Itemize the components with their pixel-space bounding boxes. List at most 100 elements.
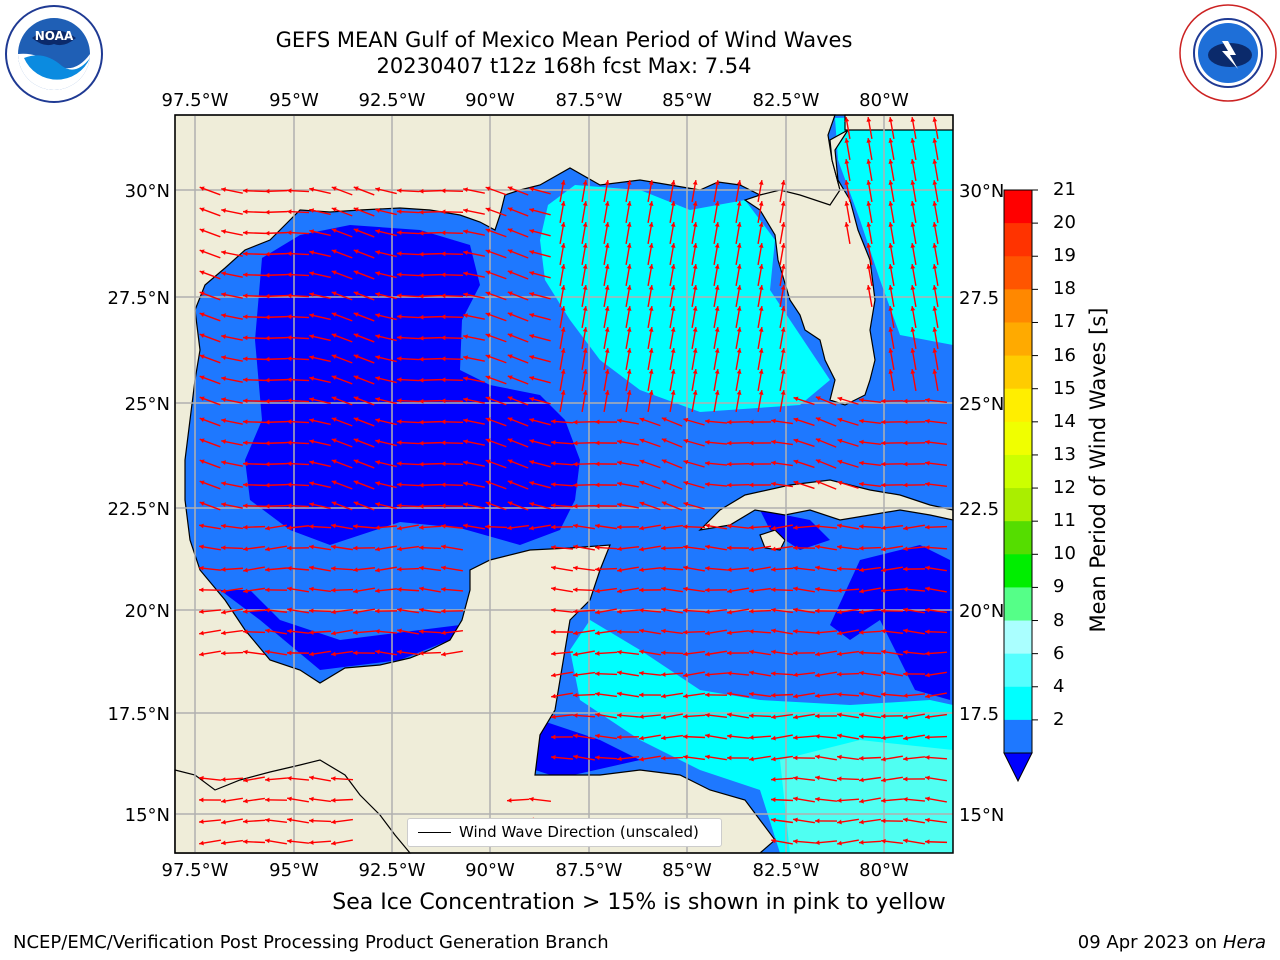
wave-arrow-head — [199, 207, 205, 212]
wave-arrow-head — [661, 566, 666, 571]
wave-arrow-head — [771, 460, 776, 466]
wave-arrow-head — [925, 839, 930, 845]
wave-arrow-head — [243, 209, 248, 215]
wave-arrow-head — [727, 588, 732, 594]
wave-arrow-head — [736, 264, 742, 269]
wave-arrow-head — [727, 419, 732, 425]
wave-arrow-head — [221, 481, 227, 487]
wave-arrow-head — [551, 693, 556, 699]
wave-arrow-head — [419, 503, 424, 509]
wave-arrow-head — [727, 733, 732, 739]
wave-arrow-head — [560, 264, 566, 269]
wave-arrow-head — [485, 291, 491, 296]
wave-arrow-head — [661, 714, 666, 720]
wave-arrow-head — [705, 712, 710, 718]
wave-arrow-head — [604, 201, 610, 206]
wave-arrow-head — [749, 546, 754, 552]
wave-arrow-head — [859, 777, 864, 783]
lon-label-bottom: 90°W — [465, 860, 515, 881]
wave-arrow-head — [758, 243, 764, 248]
wave-arrow-head — [859, 755, 864, 761]
wave-arrow-head — [397, 230, 402, 236]
wave-arrow-head — [910, 306, 916, 311]
wave-arrow-head — [771, 607, 776, 613]
colorbar-tick-label: 9 — [1053, 576, 1065, 598]
wave-arrow-head — [582, 264, 588, 269]
wave-arrow-head — [507, 228, 513, 233]
wave-arrow-head — [648, 180, 654, 185]
wave-arrow-head — [903, 440, 908, 446]
wave-arrow-head — [705, 439, 710, 445]
wave-arrow-head — [265, 377, 270, 383]
wave-arrow-head — [199, 354, 205, 359]
wave-arrow-head — [419, 230, 424, 236]
wave-arrow-head — [529, 355, 535, 360]
wave-arrow-head — [485, 249, 491, 254]
wave-arrow-head — [463, 250, 468, 256]
wave-arrow-head — [661, 672, 666, 677]
wave-arrow-head — [397, 314, 402, 320]
wave-arrow-head — [287, 650, 292, 656]
wave-arrow-head — [837, 523, 842, 529]
wave-arrow-head — [925, 734, 930, 740]
lat-label-left: 15°N — [125, 805, 170, 826]
wave-arrow-head — [397, 461, 402, 467]
wave-arrow-head — [243, 230, 248, 236]
colorbar-tick-label: 13 — [1053, 443, 1076, 465]
wave-arrow-head — [221, 777, 226, 782]
wave-arrow-head — [309, 271, 315, 276]
wave-arrow-head — [199, 438, 205, 443]
wave-arrow-head — [375, 292, 381, 297]
wave-arrow-head — [221, 418, 227, 424]
wave-arrow-head — [573, 544, 578, 550]
wave-arrow-head — [397, 356, 402, 362]
wave-arrow-head — [560, 327, 566, 332]
wave-arrow-head — [441, 419, 446, 425]
wave-arrow-head — [331, 438, 337, 443]
wave-arrow-head — [243, 798, 248, 804]
wave-arrow-head — [243, 188, 248, 194]
wave-arrow-head — [749, 756, 754, 762]
wave-arrow-head — [463, 523, 468, 529]
wave-arrow-head — [793, 629, 798, 634]
wave-arrow-head — [780, 201, 786, 206]
wave-arrow-head — [309, 651, 314, 657]
wave-arrow-head — [243, 482, 248, 488]
wave-arrow-head — [910, 327, 916, 332]
lat-label-left: 20°N — [125, 601, 170, 622]
wave-arrow-head — [529, 187, 535, 192]
wave-arrow-head — [793, 525, 798, 530]
wave-arrow-head — [780, 180, 786, 185]
wave-arrow-head — [397, 525, 402, 531]
wave-arrow-head — [903, 735, 908, 741]
wave-arrow-head — [714, 306, 720, 311]
wave-arrow-head — [727, 523, 732, 529]
wave-arrow-head — [375, 608, 380, 614]
wave-arrow-head — [199, 609, 204, 614]
wave-arrow-head — [881, 692, 886, 697]
wave-arrow-head — [265, 251, 270, 257]
wave-arrow-head — [617, 734, 622, 740]
wave-arrow-head — [221, 355, 227, 361]
wave-arrow-head — [815, 438, 821, 443]
wave-arrow-head — [932, 327, 938, 332]
wave-arrow-head — [903, 628, 908, 634]
wave-arrow-head — [397, 587, 402, 592]
colorbar-tick-label: 12 — [1053, 477, 1076, 499]
colorbar-tick-label: 11 — [1053, 510, 1076, 532]
wave-arrow-head — [793, 586, 798, 592]
lat-label-right: 25°N — [959, 394, 1004, 415]
wave-arrow-head — [419, 586, 424, 592]
wave-arrow-head — [419, 314, 424, 320]
wave-arrow-head — [507, 186, 513, 191]
wave-arrow-head — [573, 609, 578, 614]
wave-arrow-head — [837, 438, 843, 444]
wave-arrow-head — [888, 327, 894, 332]
wave-arrow-head — [265, 356, 270, 362]
wave-arrow-head — [780, 327, 786, 332]
wave-arrow-head — [221, 250, 227, 256]
wave-arrow-head — [648, 348, 654, 353]
wave-arrow-head — [397, 503, 402, 509]
wave-arrow-head — [507, 207, 513, 212]
wave-arrow-head — [866, 243, 872, 248]
